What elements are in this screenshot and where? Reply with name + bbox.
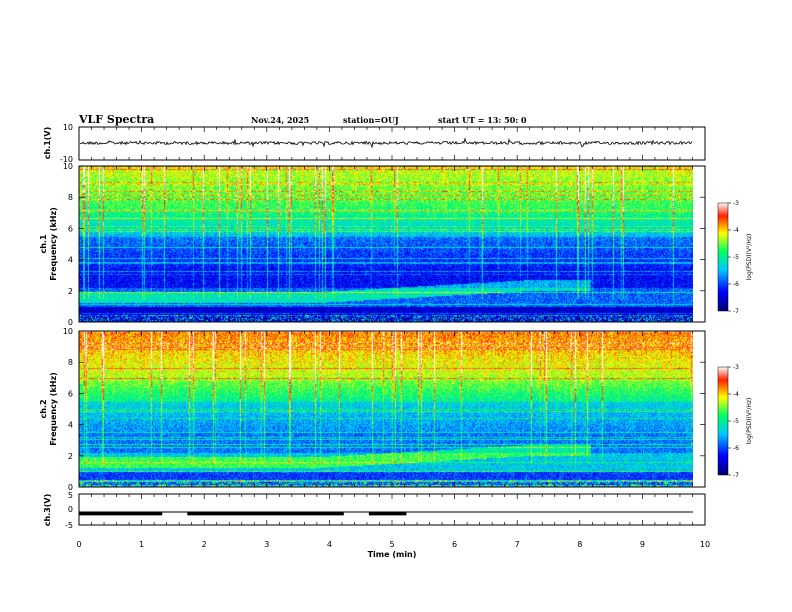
ch1-colorbar — [717, 202, 729, 312]
ch1-ytick-top: 10 — [63, 123, 73, 132]
ch1-waveform-panel: 10 -10 ch.1(V) — [43, 123, 706, 164]
x-axis-label: Time (min) — [368, 550, 417, 559]
date-label: Nov.24, 2025 — [251, 115, 310, 125]
ch2-ytick-label: 8 — [68, 358, 73, 367]
ch1-ytick-label: 0 — [68, 318, 73, 327]
ch1-colorbar-tick: -6 — [733, 281, 739, 288]
ch2-ytick-label: 10 — [63, 327, 73, 336]
ch2-spec-ylabel: Frequency (kHz) — [49, 372, 58, 446]
ch2-ytick-label: 2 — [68, 452, 73, 461]
xtick-label: 7 — [515, 540, 520, 549]
xtick-label: 10 — [700, 540, 710, 549]
ch2-spec-ylabel-top: ch.2 — [39, 399, 48, 418]
ch1-colorbar-tick: -4 — [733, 227, 739, 234]
xtick-label: 4 — [327, 540, 332, 549]
ch1-ytick-bottom: -10 — [60, 155, 73, 164]
ch1-colorbar-tick: -5 — [733, 254, 739, 261]
xtick-label: 3 — [264, 540, 269, 549]
xtick-label: 5 — [389, 540, 394, 549]
ch3-ylabel: ch.3(V) — [43, 494, 52, 527]
xtick-label: 2 — [202, 540, 207, 549]
ch2-colorbar-tick: -4 — [733, 391, 739, 398]
ch2-colorbar-label: log(PSD)(V²/Hz) — [746, 398, 753, 445]
ch1-ylabel: ch.1(V) — [43, 127, 52, 160]
ch2-colorbar-tick: -6 — [733, 445, 739, 452]
ch1-ytick-label: 6 — [68, 224, 73, 233]
ch1-ytick-label: 10 — [63, 162, 73, 171]
start-time-label: start UT = 13: 50: 0 — [438, 115, 527, 125]
ch1-spec-ylabel: Frequency (kHz) — [49, 207, 58, 281]
ch1-colorbar-label: log(PSD)(V²/Hz) — [746, 234, 753, 281]
ch1-ytick-label: 4 — [68, 256, 73, 265]
ch1-spec-ylabel-top: ch.1 — [39, 234, 48, 253]
ch1-ytick-label: 8 — [68, 193, 73, 202]
chart-title: VLF Spectra — [79, 113, 155, 126]
ch2-colorbar — [717, 366, 729, 476]
ch1-ytick-label: 2 — [68, 287, 73, 296]
ch1-colorbar-tick: -3 — [733, 200, 739, 207]
ch3-ytick-bottom: -5 — [65, 521, 73, 530]
ch2-spectrogram-image — [79, 331, 693, 487]
ch2-ytick-label: 0 — [68, 483, 73, 492]
ch1-colorbar-tick: -7 — [733, 308, 739, 315]
ch1-spectrogram-image — [79, 166, 693, 322]
ch2-colorbar-tick: -5 — [733, 418, 739, 425]
ch2-ytick-label: 6 — [68, 389, 73, 398]
xtick-label: 9 — [640, 540, 645, 549]
ch3-ytick-top: 5 — [68, 491, 73, 500]
xtick-label: 1 — [139, 540, 144, 549]
ch1-waveform-line — [79, 137, 693, 149]
xtick-label: 0 — [76, 540, 81, 549]
ch2-ytick-label: 4 — [68, 421, 73, 430]
ch2-colorbar-tick: -7 — [733, 472, 739, 479]
ch3-trace-panel: 5 0 -5 ch.3(V) 0 1 2 3 4 5 6 7 8 9 10 Time (min) — [43, 491, 710, 559]
station-label: station=OUJ — [343, 115, 399, 125]
ch3-ytick-mid: 0 — [68, 505, 73, 514]
xtick-label: 6 — [452, 540, 457, 549]
xtick-label: 8 — [577, 540, 582, 549]
ch2-colorbar-tick: -3 — [733, 364, 739, 371]
